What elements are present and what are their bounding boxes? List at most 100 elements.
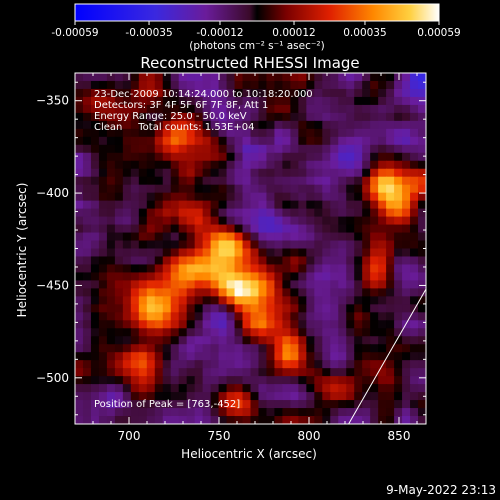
heatmap-cell bbox=[402, 88, 411, 98]
heatmap-cell bbox=[90, 320, 100, 329]
heatmap-cell bbox=[210, 272, 220, 282]
heatmap-cell bbox=[394, 128, 403, 138]
heatmap-cell bbox=[106, 88, 116, 98]
heatmap-cell bbox=[362, 264, 371, 274]
heatmap-cell bbox=[98, 88, 108, 98]
heatmap-cell bbox=[362, 320, 371, 329]
heatmap-cell bbox=[346, 296, 355, 305]
heatmap-cell bbox=[170, 192, 180, 202]
heatmap-cell bbox=[122, 304, 132, 313]
heatmap-cell bbox=[170, 344, 180, 353]
heatmap-cell bbox=[75, 312, 84, 321]
heatmap-cell bbox=[98, 264, 108, 274]
heatmap-cell bbox=[274, 73, 284, 82]
heatmap-cell bbox=[282, 408, 291, 417]
heatmap-cell bbox=[82, 120, 92, 130]
heatmap-cell bbox=[362, 336, 371, 345]
heatmap-cell bbox=[218, 120, 228, 130]
heatmap-cell bbox=[306, 296, 315, 305]
heatmap-cell bbox=[322, 400, 331, 409]
heatmap-cell bbox=[346, 136, 355, 146]
heatmap-cell bbox=[98, 296, 108, 305]
heatmap-cell bbox=[418, 232, 426, 242]
heatmap-cell bbox=[266, 216, 276, 226]
colorbar-tick-label: -0.00012 bbox=[196, 27, 243, 39]
heatmap-cell bbox=[242, 352, 252, 361]
heatmap-cell bbox=[162, 152, 172, 162]
heatmap-cell bbox=[298, 176, 307, 186]
heatmap-cell bbox=[202, 160, 212, 170]
heatmap-cell bbox=[154, 152, 164, 162]
heatmap-cell bbox=[370, 208, 379, 218]
heatmap-cell bbox=[154, 336, 164, 345]
heatmap-cell bbox=[370, 288, 379, 297]
heatmap-cell bbox=[234, 112, 244, 122]
heatmap-cell bbox=[186, 288, 196, 297]
heatmap-cell bbox=[226, 304, 236, 313]
heatmap-cell bbox=[242, 384, 252, 393]
heatmap-cell bbox=[330, 328, 339, 337]
heatmap-cell bbox=[162, 360, 172, 369]
heatmap-cell bbox=[75, 400, 84, 409]
heatmap-cell bbox=[82, 336, 92, 345]
heatmap-cell bbox=[114, 96, 124, 106]
heatmap-cell bbox=[266, 368, 276, 377]
heatmap-cell bbox=[138, 248, 148, 258]
heatmap-cell bbox=[346, 88, 355, 98]
heatmap-cell bbox=[82, 352, 92, 361]
heatmap-cell bbox=[402, 232, 411, 242]
heatmap-cell bbox=[242, 88, 252, 98]
heatmap-cell bbox=[218, 304, 228, 313]
heatmap-cell bbox=[162, 200, 172, 210]
heatmap-cell bbox=[202, 144, 212, 154]
heatmap-cell bbox=[378, 88, 387, 98]
heatmap-cell bbox=[154, 392, 164, 401]
heatmap-cell bbox=[218, 400, 228, 409]
heatmap-cell bbox=[370, 304, 379, 313]
heatmap-cell bbox=[226, 264, 236, 274]
heatmap-cell bbox=[114, 104, 124, 114]
heatmap-cell bbox=[75, 360, 84, 369]
heatmap-cell bbox=[378, 232, 387, 242]
heatmap-cell bbox=[250, 312, 260, 321]
heatmap-cell bbox=[178, 336, 188, 345]
heatmap-cell bbox=[138, 232, 148, 242]
heatmap-cell bbox=[170, 328, 180, 337]
heatmap-cell bbox=[282, 136, 291, 146]
heatmap-cell bbox=[178, 264, 188, 274]
heatmap-cell bbox=[306, 224, 315, 234]
heatmap-cells bbox=[75, 73, 426, 424]
heatmap-cell bbox=[370, 144, 379, 154]
heatmap-cell bbox=[394, 288, 403, 297]
heatmap-cell bbox=[154, 216, 164, 226]
colorbar-gradient bbox=[74, 3, 440, 22]
heatmap-cell bbox=[75, 272, 84, 282]
heatmap-cell bbox=[290, 216, 299, 226]
heatmap-cell bbox=[130, 232, 140, 242]
heatmap-cell bbox=[266, 288, 276, 297]
heatmap-cell bbox=[226, 176, 236, 186]
heatmap-cell bbox=[202, 232, 212, 242]
heatmap-cell bbox=[242, 144, 252, 154]
heatmap-cell bbox=[178, 352, 188, 361]
heatmap-cell bbox=[322, 392, 331, 401]
heatmap-cell bbox=[402, 360, 411, 369]
heatmap-cell bbox=[122, 144, 132, 154]
heatmap-cell bbox=[354, 392, 363, 401]
heatmap-cell bbox=[298, 184, 307, 194]
heatmap-cell bbox=[354, 288, 363, 297]
heatmap-cell bbox=[234, 232, 244, 242]
heatmap-cell bbox=[186, 304, 196, 313]
heatmap-cell bbox=[82, 408, 92, 417]
heatmap-cell bbox=[146, 184, 156, 194]
heatmap-cell bbox=[170, 248, 180, 258]
heatmap-cell bbox=[418, 128, 426, 138]
heatmap-cell bbox=[138, 296, 148, 305]
heatmap-cell bbox=[274, 144, 284, 154]
heatmap-cell bbox=[210, 288, 220, 297]
heatmap-cell bbox=[202, 376, 212, 385]
heatmap-cell bbox=[210, 296, 220, 305]
heatmap-cell bbox=[346, 112, 355, 122]
heatmap-cell bbox=[354, 144, 363, 154]
heatmap-cell bbox=[290, 408, 299, 417]
